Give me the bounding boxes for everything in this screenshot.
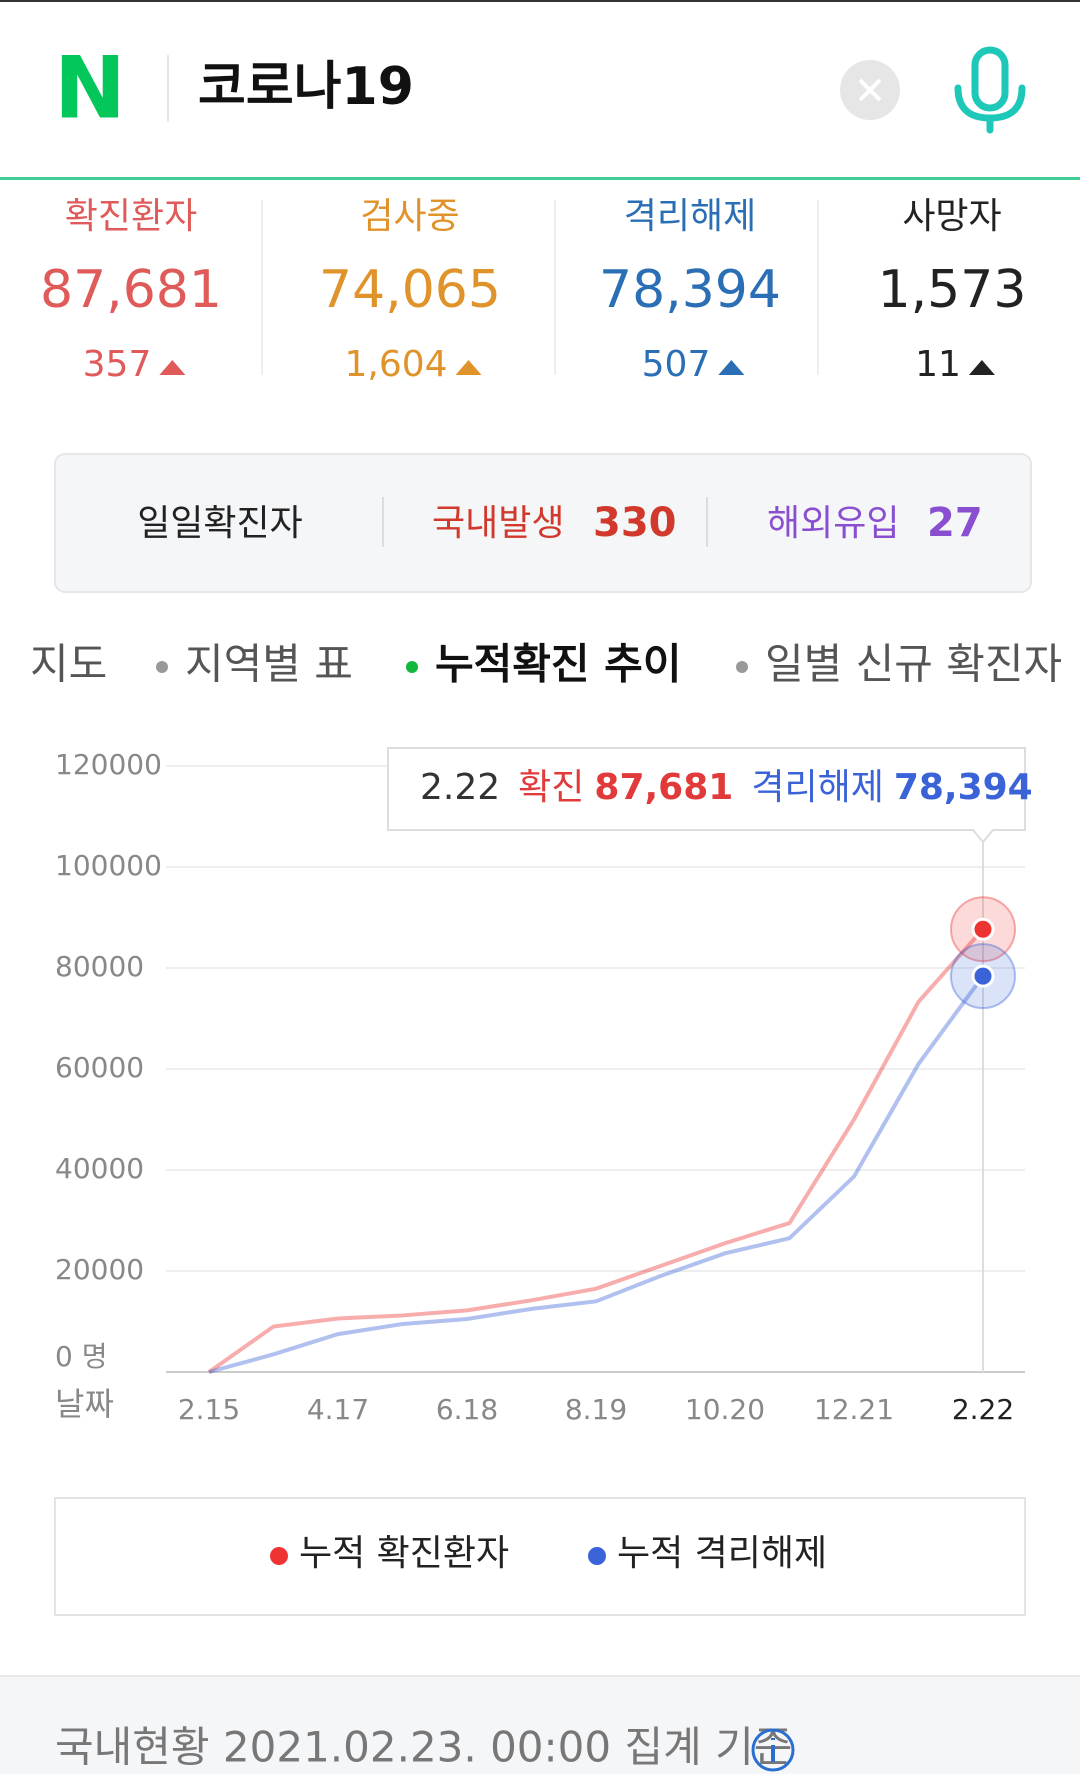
tabs: 지도 지역별 표 누적확진 추이 일별 신규 확진자 [30,640,1062,689]
footer [0,1676,1080,1774]
tooltip: 2.22 확진 87,681 격리해제 78,394 [420,767,1033,808]
x-tick-label: 4.17 [307,1393,369,1426]
tab-dot [736,661,748,673]
footer-text: 국내현황 2021.02.23. 00:00 집계 기준 [55,1723,792,1772]
delta-arrow [455,360,482,375]
domestic-label: 국내발생 [432,503,564,544]
logo: N [54,38,126,138]
tooltip-confirmed: 87,681 [594,767,733,808]
marker [971,964,995,988]
x-tick-label: 12.21 [814,1393,894,1426]
legend-label: 누적 확진환자 [299,1533,509,1574]
mic-button[interactable] [954,46,1026,134]
search-query[interactable]: 코로나19 [198,57,414,117]
legend-box [54,1497,1026,1616]
tooltip-released-label: 격리해제 [751,767,883,808]
y-tick-label: 20000 [55,1253,144,1286]
tab-active[interactable]: 누적확진 추이 [435,640,681,689]
y-tick-label: 80000 [55,950,144,983]
stat-delta: 11 [915,344,961,385]
marker [971,917,995,941]
x-tick-label: 10.20 [685,1393,765,1426]
stat-value: 87,681 [40,260,222,320]
delta-arrow [159,360,186,375]
x-tick-label: 2.22 [952,1393,1014,1426]
tab[interactable]: 지역별 표 [185,640,353,689]
stat-label: 확진환자 [65,196,197,237]
legend-dot [588,1547,606,1565]
line [208,974,985,1374]
stat-value: 74,065 [319,260,501,320]
tooltip-confirmed-label: 확진 [518,767,584,808]
header-line [0,177,1080,180]
tooltip-date: 2.22 [420,767,500,808]
legend: 누적 확진환자 누적 격리해제 [270,1533,827,1574]
tooltip-released: 78,394 [894,767,1033,808]
daily-box [54,453,1032,593]
stat-label: 격리해제 [624,196,756,237]
stat-delta: 507 [642,344,711,385]
clear-button[interactable] [840,60,900,120]
overseas-label: 해외유입 [767,503,899,544]
tab[interactable]: 일별 신규 확진자 [765,640,1062,689]
tooltip-box [387,747,1026,844]
chart: 0 명 20000 40000 60000 80000 100000 120000 날짜 2.1… [55,747,1033,1426]
stat-delta: 1,604 [344,344,447,385]
legend-label: 누적 격리해제 [617,1533,827,1574]
delta-arrow [718,360,745,375]
y-tick-label: 120000 [55,748,162,781]
y-tick-label: 0 명 [55,1340,107,1373]
stats: 확진환자 87,681 357 검사중 74,065 1,604 격리해제 78,394 507… [40,196,1026,385]
legend-dot [270,1547,288,1565]
domestic-value: 330 [593,500,677,546]
line [207,927,985,1374]
tab-dot [406,661,418,673]
stat-value: 78,394 [599,260,781,320]
x-tick-label: 6.18 [436,1393,498,1426]
top-edge [0,0,1080,2]
tab-dot [156,661,168,673]
y-tick-label: 40000 [55,1152,144,1185]
y-tick-label: 60000 [55,1051,144,1084]
x-axis-label: 날짜 [55,1385,114,1423]
x-tick-label: 8.19 [565,1393,627,1426]
stat-label: 사망자 [902,196,1001,237]
stat-delta: 357 [83,344,152,385]
x-tick-label: 2.15 [178,1393,240,1426]
delta-arrow [968,360,995,375]
tab[interactable]: 지도 [30,640,107,689]
stat-value: 1,573 [878,260,1027,320]
info-icon[interactable] [751,1728,795,1772]
y-tick-label: 100000 [55,849,162,882]
overseas-value: 27 [927,500,983,546]
daily-label: 일일확진자 [137,503,303,544]
stat-label: 검사중 [360,196,459,237]
